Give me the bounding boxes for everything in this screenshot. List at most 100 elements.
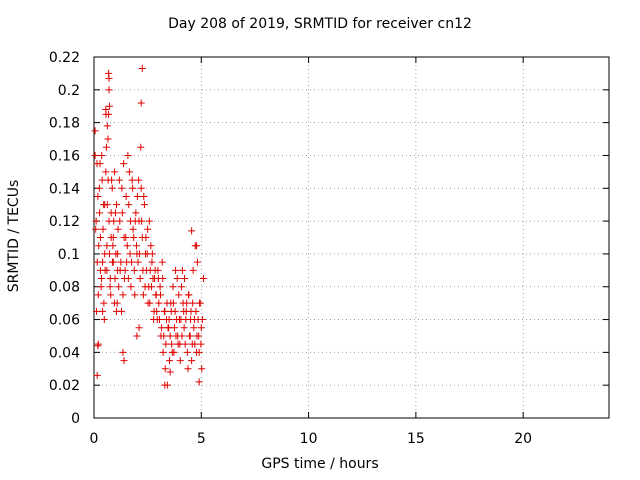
- data-point: [157, 332, 165, 340]
- data-point: [93, 307, 101, 315]
- data-point: [161, 381, 169, 389]
- data-point: [107, 209, 115, 217]
- data-point: [159, 275, 167, 283]
- y-axis-label: SRMTID / TECUs: [6, 179, 22, 293]
- data-point: [159, 348, 167, 356]
- data-point: [156, 283, 164, 291]
- data-point: [183, 299, 191, 307]
- data-point: [120, 357, 128, 365]
- data-point: [148, 283, 156, 291]
- data-point: [171, 307, 179, 315]
- data-point: [113, 201, 121, 209]
- data-point: [103, 242, 111, 250]
- data-point: [104, 135, 112, 143]
- data-point: [175, 291, 183, 299]
- data-point: [161, 365, 169, 373]
- data-point: [99, 307, 107, 315]
- data-point: [141, 283, 149, 291]
- data-point: [100, 316, 108, 324]
- data-point: [95, 184, 103, 192]
- data-point: [93, 371, 101, 379]
- data-point: [188, 357, 196, 365]
- plot-frame: [93, 56, 610, 419]
- data-point: [102, 106, 110, 114]
- data-point: [122, 234, 130, 241]
- data-point: [93, 160, 101, 168]
- data-point: [137, 99, 145, 107]
- data-point: [193, 348, 201, 356]
- data-point: [94, 342, 102, 350]
- data-point: [96, 266, 104, 274]
- data-point: [132, 242, 140, 250]
- data-point: [169, 283, 177, 291]
- data-point: [137, 143, 145, 151]
- data-point: [116, 266, 124, 274]
- data-point: [130, 234, 138, 241]
- data-point: [148, 258, 156, 266]
- data-point: [189, 266, 197, 274]
- data-point: [120, 275, 128, 283]
- data-point: [144, 225, 152, 233]
- data-point: [102, 168, 110, 176]
- data-point: [180, 307, 188, 315]
- data-point: [198, 365, 206, 373]
- data-point: [190, 324, 198, 332]
- plot-border: [93, 56, 610, 419]
- data-point: [105, 86, 113, 94]
- x-tick-label: 20: [514, 431, 532, 447]
- data-point: [182, 316, 190, 324]
- data-point: [108, 258, 116, 266]
- data-point: [158, 324, 166, 332]
- data-point: [178, 332, 186, 340]
- data-point: [178, 266, 186, 274]
- data-point: [94, 192, 102, 200]
- data-point: [115, 176, 123, 184]
- data-point: [117, 307, 125, 315]
- data-point: [97, 283, 105, 291]
- y-tick-label: 0.06: [49, 313, 80, 329]
- data-point: [134, 258, 142, 266]
- data-point: [98, 176, 106, 184]
- data-point: [124, 151, 132, 159]
- data-point: [110, 217, 118, 225]
- data-point: [130, 266, 138, 274]
- data-point: [158, 258, 166, 266]
- data-point: [196, 299, 204, 307]
- data-point: [109, 242, 117, 250]
- data-point: [126, 250, 134, 258]
- data-point: [99, 258, 107, 266]
- data-point: [128, 176, 136, 184]
- data-point: [151, 275, 159, 283]
- data-point: [165, 324, 173, 332]
- data-point: [198, 316, 206, 324]
- y-tick-label: 0.12: [49, 214, 80, 230]
- data-point: [98, 151, 106, 159]
- data-point: [114, 250, 122, 258]
- data-point: [135, 176, 143, 184]
- data-point: [140, 201, 148, 209]
- data-point: [155, 316, 163, 324]
- data-point: [123, 258, 131, 266]
- data-point: [109, 234, 117, 241]
- data-point: [174, 340, 182, 348]
- y-tick-label: 0.14: [49, 181, 80, 197]
- data-point: [132, 209, 140, 217]
- data-point: [195, 378, 203, 386]
- data-point: [178, 283, 186, 291]
- data-point: [133, 332, 141, 340]
- data-point: [187, 307, 195, 315]
- data-point: [140, 192, 148, 200]
- data-point: [166, 368, 174, 376]
- data-point: [139, 266, 147, 274]
- data-point: [105, 250, 113, 258]
- data-point: [183, 348, 191, 356]
- data-point: [127, 283, 135, 291]
- data-point: [167, 299, 175, 307]
- data-point: [108, 184, 116, 192]
- data-point: [135, 250, 143, 258]
- data-point: [103, 122, 111, 130]
- data-point: [199, 275, 207, 283]
- data-point: [146, 266, 154, 274]
- data-point: [133, 192, 141, 200]
